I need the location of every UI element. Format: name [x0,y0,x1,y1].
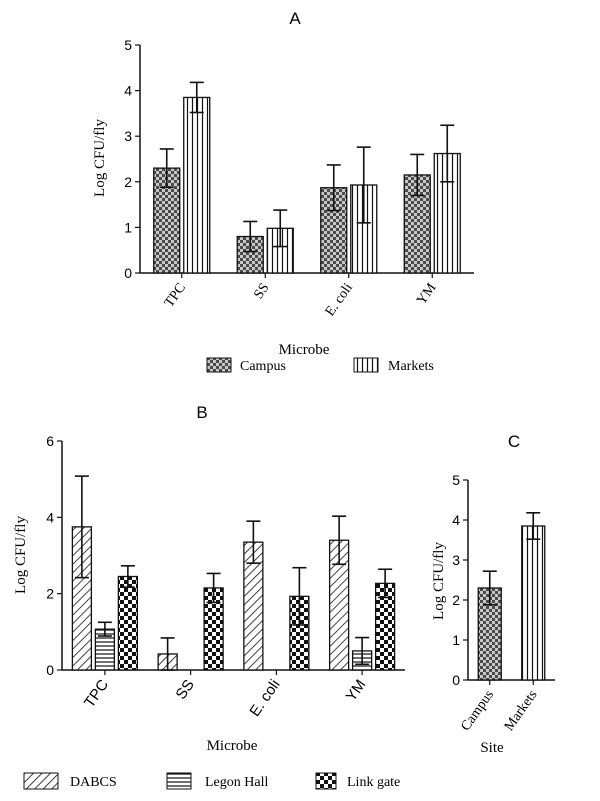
y-tick-label: 0 [46,662,54,678]
y-tick-label: 3 [124,128,132,144]
x-tick-label-markets: Markets [502,688,541,734]
legend-swatch-campus [206,357,232,373]
y-tick-label: 5 [452,472,460,488]
panel-a-ylabel: Log CFU/fly [92,119,108,197]
x-tick-label-ss: SS [251,281,272,302]
x-tick-label-campus: Campus [458,688,497,734]
legend-swatch-dabcs [23,772,59,790]
legend-label-markets: Markets [388,359,434,374]
x-tick-label-ym: YM [414,280,440,308]
panel-b-chart: 0 2 4 6 TPC SS E. coli YM [46,433,405,720]
x-tick-label-ss: SS [172,677,197,703]
x-tick-label-e-coli: E. coli [323,281,356,320]
y-tick-label: 2 [124,174,132,190]
y-tick-label: 1 [452,632,460,648]
panel-c-chart: 0 1 2 3 4 5 Campus Markets [452,472,555,734]
bar-link-gate-tpc [117,575,139,671]
panel-b-ylabel: Log CFU/fly [13,516,29,594]
bar-markets-tpc [183,96,211,274]
x-tick-label-tpc: TPC [81,676,112,710]
legend-label-legon-hall: Legon Hall [205,775,268,790]
panel-a-chart: 0 1 2 3 4 5 TPC SS E. coli YM [124,37,474,319]
panel-c-title: C [508,432,520,451]
x-tick-label-e-coli: E. coli [246,677,283,720]
legend-swatch-markets [353,357,379,373]
panel-a-title: A [289,9,301,28]
y-tick-label: 5 [124,37,132,53]
x-tick-label-tpc: TPC [162,281,189,311]
legend-label-dabcs: DABCS [70,775,117,790]
panel-c-xlabel: Site [480,740,504,756]
legend-label-link-gate: Link gate [347,775,400,790]
y-tick-label: 4 [124,83,132,99]
y-tick-label: 2 [46,586,54,602]
bar-markets-markets [521,525,546,681]
y-tick-label: 6 [46,433,54,449]
legend-label-campus: Campus [240,359,286,374]
y-tick-label: 1 [124,219,132,235]
panel-b-legend: DABCS Legon Hall Link gate [23,772,400,790]
panel-c-ylabel: Log CFU/fly [431,542,447,620]
panel-b-xlabel: Microbe [207,738,258,754]
panel-a-xlabel: Microbe [279,342,330,358]
y-tick-label: 0 [452,672,460,688]
x-tick-label-ym: YM [343,677,370,705]
legend-swatch-legon-hall [166,772,192,790]
panel-a-legend: Campus Markets [206,357,434,374]
y-tick-label: 2 [452,592,460,608]
y-tick-label: 0 [124,265,132,281]
panel-b-title: B [196,403,207,422]
y-tick-label: 3 [452,552,460,568]
legend-swatch-link-gate [315,772,337,790]
y-tick-label: 4 [46,509,54,525]
y-tick-label: 4 [452,512,460,528]
